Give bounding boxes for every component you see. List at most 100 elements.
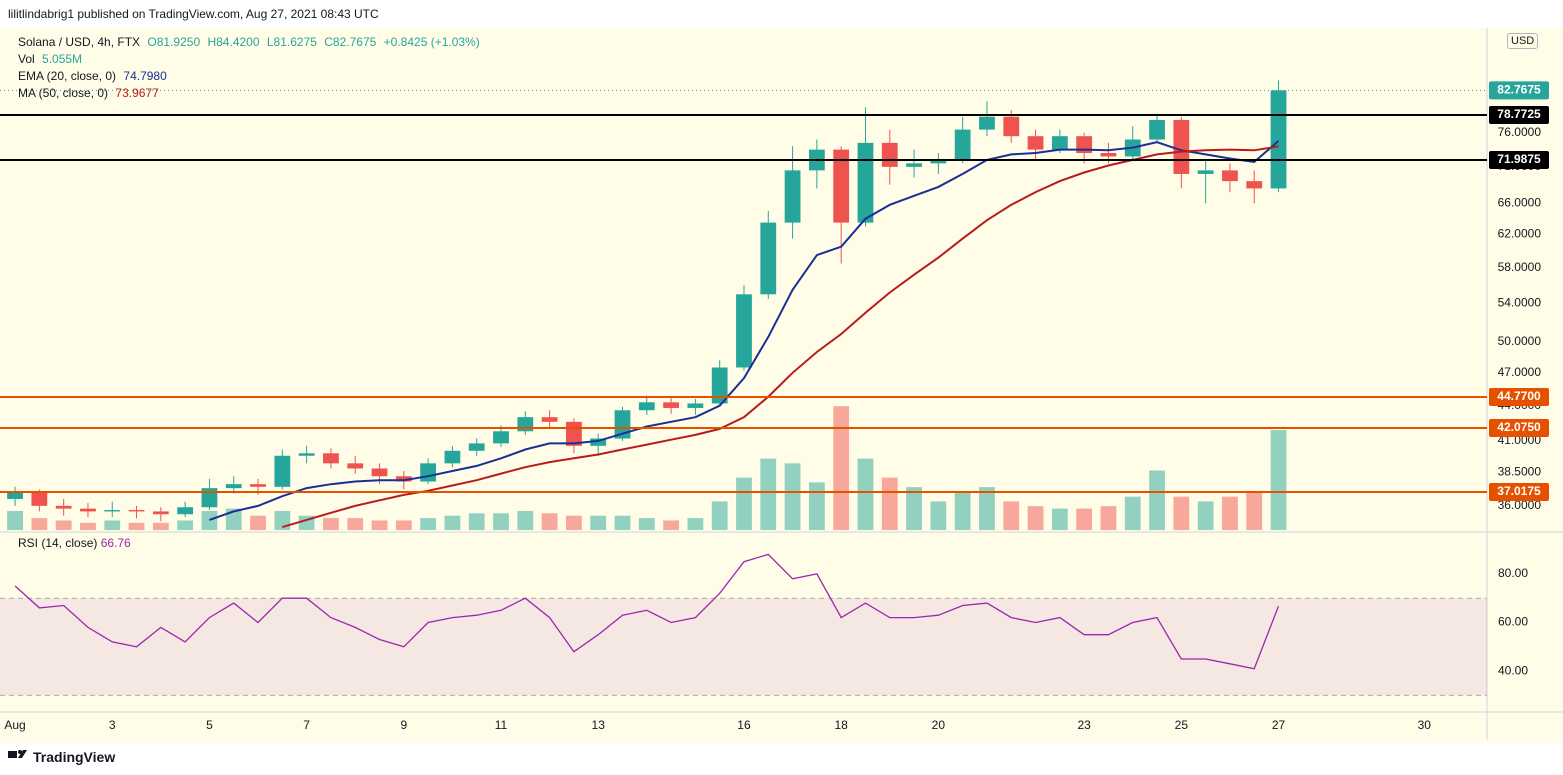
candle-body bbox=[1222, 170, 1238, 182]
volume-bar bbox=[31, 518, 48, 530]
candle-body bbox=[784, 170, 801, 223]
currency-button[interactable]: USD bbox=[1507, 33, 1539, 49]
y-tick-label: 66.0000 bbox=[1498, 195, 1542, 209]
volume-bar bbox=[590, 515, 607, 530]
volume-bar bbox=[225, 508, 242, 530]
volume-bar bbox=[566, 515, 582, 530]
y-tick-label: 58.0000 bbox=[1498, 260, 1542, 274]
volume-bar bbox=[784, 463, 801, 530]
candle-body bbox=[80, 508, 96, 512]
candle-body bbox=[371, 468, 388, 477]
volume-bar bbox=[468, 513, 485, 530]
y-tick-label: 36.0000 bbox=[1498, 498, 1542, 512]
volume-value: 5.055M bbox=[42, 52, 83, 66]
candle-body bbox=[1027, 136, 1044, 150]
volume-bar bbox=[201, 510, 218, 530]
open: O81.9250 bbox=[147, 35, 201, 49]
rsi-band bbox=[0, 598, 1487, 696]
volume-bar bbox=[979, 487, 995, 530]
low: L81.6275 bbox=[266, 35, 317, 49]
volume-bar bbox=[371, 520, 388, 530]
candle-body bbox=[104, 510, 121, 512]
candle-body bbox=[663, 402, 679, 408]
change: +0.8425 (+1.03%) bbox=[383, 35, 480, 49]
volume-bar bbox=[614, 515, 631, 530]
candle-body bbox=[420, 463, 437, 482]
candle-body bbox=[225, 484, 242, 489]
rsi-tick-label: 40.00 bbox=[1498, 663, 1528, 677]
volume-bar bbox=[104, 520, 121, 530]
x-tick-label: 11 bbox=[495, 718, 508, 732]
rsi-pane bbox=[0, 553, 1487, 696]
y-tick-label: 38.5000 bbox=[1498, 465, 1542, 479]
ma-label: MA (50, close, 0) bbox=[18, 86, 109, 100]
rsi-label: RSI (14, close) bbox=[18, 536, 98, 550]
ema-label: EMA (20, close, 0) bbox=[18, 69, 117, 83]
rsi-value: 66.76 bbox=[100, 536, 131, 550]
volume-bar bbox=[541, 513, 558, 530]
volume-bar bbox=[711, 501, 728, 530]
candle-body bbox=[152, 511, 169, 515]
level-tag bbox=[1489, 106, 1549, 125]
candle-body bbox=[614, 410, 631, 439]
high: H84.4200 bbox=[207, 35, 260, 49]
candle-body bbox=[1270, 90, 1287, 189]
candle-body bbox=[1246, 181, 1263, 189]
candle-body bbox=[1197, 170, 1214, 174]
y-tick-label: 47.0000 bbox=[1498, 365, 1542, 379]
price-pane bbox=[7, 80, 1287, 530]
candle-body bbox=[493, 431, 509, 444]
candle-body bbox=[274, 455, 291, 487]
volume-bar bbox=[638, 518, 655, 530]
candle-body bbox=[979, 116, 995, 130]
legend-row: EMA (20, close, 0) 74.7980 bbox=[18, 68, 484, 85]
candle-body bbox=[711, 367, 728, 404]
level-tag bbox=[1489, 150, 1549, 169]
volume-bar bbox=[687, 518, 704, 530]
volume-bar bbox=[250, 515, 266, 530]
volume-bar bbox=[1173, 496, 1190, 530]
volume-bar bbox=[1197, 501, 1214, 530]
legend-row: Solana / USD, 4h, FTX O81.9250 H84.4200 … bbox=[18, 34, 484, 51]
x-tick-label: 30 bbox=[1418, 718, 1432, 732]
volume-bar bbox=[323, 518, 339, 530]
x-tick-label: 25 bbox=[1175, 718, 1189, 732]
indicator-line bbox=[209, 140, 1280, 521]
candle-body bbox=[31, 492, 48, 506]
volume-bar bbox=[493, 513, 509, 530]
level-label: 78.7725 bbox=[1497, 107, 1541, 121]
candle-body bbox=[687, 403, 704, 408]
volume-label: Vol bbox=[18, 52, 35, 66]
level-label: 71.9875 bbox=[1497, 152, 1541, 166]
rsi-legend: RSI (14, close) 66.76 bbox=[18, 536, 131, 550]
close: C82.7675 bbox=[324, 35, 377, 49]
volume-bar bbox=[954, 491, 971, 530]
volume-bar bbox=[1246, 491, 1263, 530]
last-price-label: 82.7675 bbox=[1497, 82, 1541, 96]
volume-bar bbox=[1222, 496, 1238, 530]
x-tick-label: 5 bbox=[206, 718, 213, 732]
ema-value: 74.7980 bbox=[123, 69, 167, 83]
candle-body bbox=[444, 450, 461, 464]
level-tag bbox=[1489, 419, 1549, 438]
candle-body bbox=[347, 463, 364, 469]
indicator-line bbox=[282, 145, 1279, 529]
x-tick-label: 13 bbox=[592, 718, 606, 732]
volume-bar bbox=[808, 482, 825, 530]
volume-bar bbox=[1149, 470, 1165, 530]
volume-bar bbox=[1076, 508, 1093, 530]
candle-body bbox=[541, 417, 558, 422]
volume-bar bbox=[881, 477, 898, 530]
x-tick-label: 9 bbox=[400, 718, 407, 732]
level-tag bbox=[1489, 388, 1549, 407]
level-tag bbox=[1489, 482, 1549, 501]
volume-bar bbox=[420, 518, 437, 530]
candle-body bbox=[857, 142, 874, 223]
candle-body bbox=[395, 476, 412, 482]
candle-body bbox=[298, 453, 315, 456]
level-label: 42.0750 bbox=[1497, 420, 1541, 434]
background bbox=[0, 28, 1563, 743]
x-tick-label: 27 bbox=[1272, 718, 1286, 732]
legend: Solana / USD, 4h, FTX O81.9250 H84.4200 … bbox=[18, 34, 484, 102]
